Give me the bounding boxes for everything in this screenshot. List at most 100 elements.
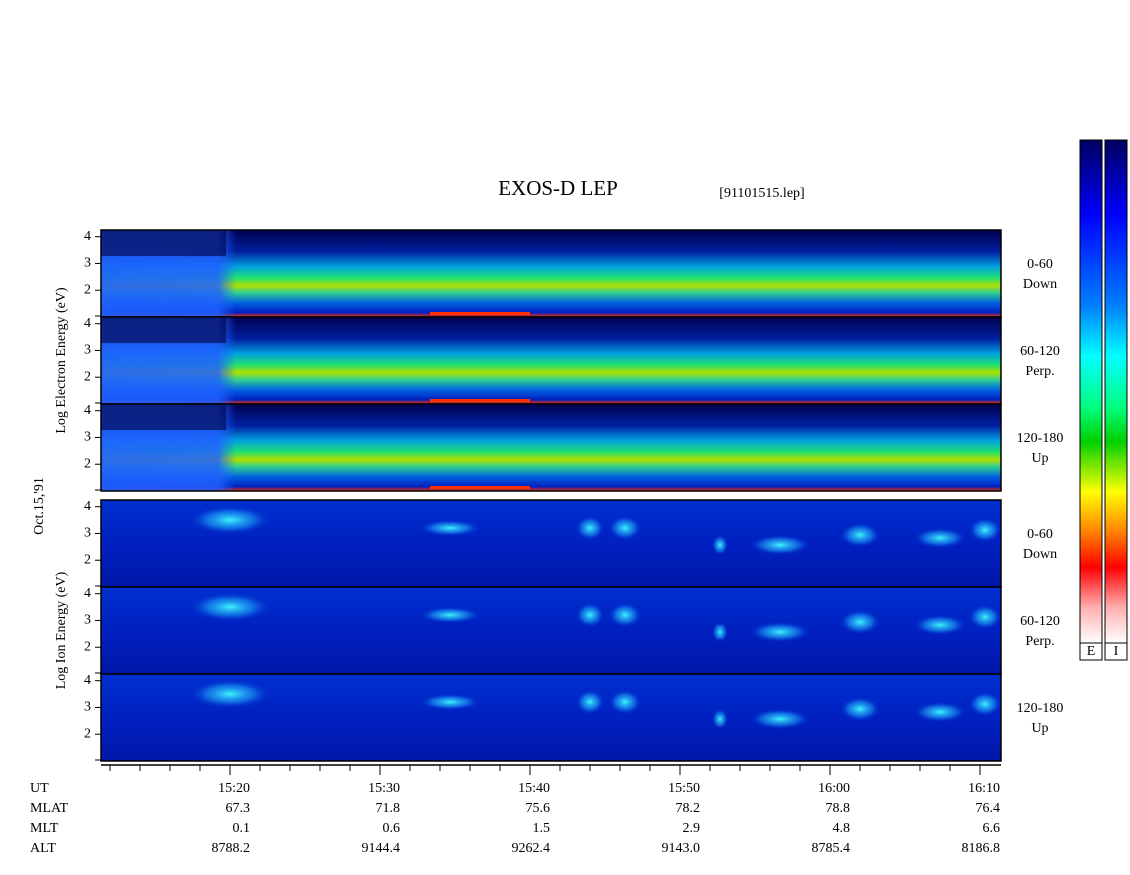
y-tick-label: 2 [84, 639, 91, 654]
x-tick-label: 16:10 [968, 781, 1000, 796]
ephemeris-value: 2.9 [683, 821, 701, 836]
x-axis-label: UT [30, 781, 49, 796]
ephemeris-value: 8785.4 [812, 841, 851, 856]
colorbar [1104, 139, 1128, 644]
spectrogram-feature [840, 523, 880, 547]
panel-direction: Up [1031, 451, 1048, 466]
spectrogram-feature [712, 535, 728, 555]
colorbar-label: I [1114, 644, 1119, 659]
panel-direction: Perp. [1025, 634, 1054, 649]
y-tick-label: 2 [84, 369, 91, 384]
spectrogram-feature [750, 622, 810, 642]
y-tick-label: 3 [84, 256, 91, 271]
spectrogram-feature [609, 603, 641, 627]
ephemeris-value: 71.8 [376, 801, 401, 816]
colorbar-label: E [1087, 644, 1096, 659]
ephemeris-label: ALT [30, 841, 56, 856]
y-tick-label: 4 [84, 673, 91, 688]
ephemeris-value: 4.8 [833, 821, 851, 836]
spectrogram-feature [576, 516, 604, 540]
spectrogram-feature [190, 680, 270, 708]
y-tick-label: 2 [84, 282, 91, 297]
panel-frame [100, 673, 1002, 762]
y-axis-label: Log Electron Energy (eV) [54, 287, 69, 434]
x-tick-label: 15:30 [368, 781, 400, 796]
spectrogram-feature [914, 528, 966, 548]
spectrogram-feature [840, 610, 880, 634]
y-tick-label: 3 [84, 343, 91, 358]
spectrogram-overlay [101, 317, 1001, 404]
y-tick-label: 2 [84, 726, 91, 741]
panel-label: 60-120 [1020, 614, 1060, 629]
y-tick-label: 4 [84, 316, 91, 331]
y-axis-label: Log Ion Energy (eV) [54, 571, 69, 689]
colorbar-label-box [1079, 642, 1103, 661]
panel-label: 60-120 [1020, 344, 1060, 359]
spectrogram-feature [609, 516, 641, 540]
spectrogram-feature [969, 605, 1001, 629]
y-tick-label: 3 [84, 430, 91, 445]
y-tick-label: 3 [84, 526, 91, 541]
spectrogram-feature [576, 690, 604, 714]
spectrogram-feature [420, 694, 480, 710]
ephemeris-value: 0.6 [383, 821, 401, 836]
spectrogram-overlay [430, 486, 530, 489]
ephemeris-value: 8186.8 [962, 841, 1001, 856]
ephemeris-value: 9143.0 [662, 841, 701, 856]
panel-direction: Down [1023, 547, 1057, 562]
ephemeris-value: 9144.4 [362, 841, 401, 856]
colorbar [1079, 139, 1103, 644]
x-tick-label: 15:50 [668, 781, 700, 796]
spectrogram-overlay [101, 230, 1001, 317]
ephemeris-label: MLAT [30, 801, 69, 816]
y-tick-label: 3 [84, 700, 91, 715]
spectrogram-overlay [101, 404, 1001, 491]
spectrogram-feature [750, 535, 810, 555]
y-tick-label: 2 [84, 552, 91, 567]
chart-subtitle: [91101515.lep] [719, 186, 804, 201]
panel-label: 0-60 [1027, 257, 1053, 272]
x-tick-label: 16:00 [818, 781, 850, 796]
spectrogram-feature [712, 709, 728, 729]
spectrogram-overlay [101, 230, 226, 257]
y-tick-label: 2 [84, 456, 91, 471]
ephemeris-value: 78.8 [826, 801, 851, 816]
spectrogram-feature [914, 615, 966, 635]
panel-label: 0-60 [1027, 527, 1053, 542]
spectrogram-feature [750, 709, 810, 729]
ephemeris-value: 78.2 [676, 801, 701, 816]
spectrogram-feature [840, 697, 880, 721]
chart-title: EXOS-D LEP [498, 176, 618, 200]
spectrogram-feature [420, 607, 480, 623]
y-tick-label: 3 [84, 613, 91, 628]
ephemeris-label: MLT [30, 821, 59, 836]
x-tick-label: 15:40 [518, 781, 550, 796]
spectrogram-feature [576, 603, 604, 627]
spectrogram-overlay [101, 404, 226, 431]
spectrogram-feature [609, 690, 641, 714]
panel-direction: Down [1023, 277, 1057, 292]
spectrogram-feature [969, 692, 1001, 716]
panel-label: 120-180 [1017, 431, 1064, 446]
spectrogram-overlay [430, 312, 530, 315]
ephemeris-value: 1.5 [533, 821, 551, 836]
y-tick-label: 4 [84, 499, 91, 514]
spectrogram-feature [190, 593, 270, 621]
panel-label: 120-180 [1017, 701, 1064, 716]
ephemeris-value: 9262.4 [512, 841, 551, 856]
spectrogram-feature [914, 702, 966, 722]
y-tick-label: 4 [84, 403, 91, 418]
panel-direction: Perp. [1025, 364, 1054, 379]
ephemeris-value: 0.1 [233, 821, 251, 836]
spectrogram-feature [420, 520, 480, 536]
x-tick-label: 15:20 [218, 781, 250, 796]
y-tick-label: 4 [84, 229, 91, 244]
y-tick-label: 4 [84, 586, 91, 601]
ephemeris-value: 75.6 [526, 801, 551, 816]
spectrogram-feature [190, 506, 270, 534]
colorbar-label-box [1104, 642, 1128, 661]
ephemeris-value: 6.6 [983, 821, 1001, 836]
spectrogram-overlay [101, 317, 226, 344]
ephemeris-value: 67.3 [226, 801, 251, 816]
